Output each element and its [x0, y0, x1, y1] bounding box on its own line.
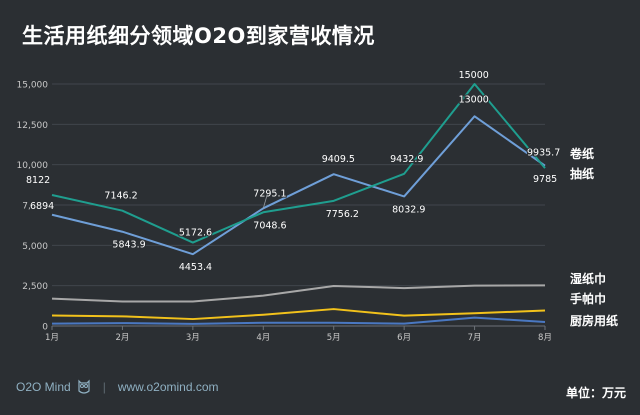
x-tick-label: 1月	[45, 333, 59, 343]
data-label: 8122	[26, 175, 50, 186]
data-label: 7295.1	[253, 188, 286, 199]
x-axis-ticks: 1月 2月 3月 4月 5月 6月 7月 8月	[45, 326, 552, 343]
data-label: 5843.9	[112, 240, 145, 251]
x-tick-label: 4月	[256, 333, 270, 343]
x-tick-label: 5月	[327, 333, 341, 343]
data-label: 5172.6	[179, 228, 212, 239]
y-tick-label: 15,000	[17, 81, 49, 91]
legend-item-湿纸巾: 湿纸巾	[570, 271, 606, 286]
y-axis-ticks: 0 2,500 5,000 7,500 10,000 12,500 15,000	[17, 81, 49, 333]
y-tick-label: 7,500	[22, 202, 48, 212]
y-tick-label: 0	[42, 323, 48, 333]
unit-label: 单位：万元	[566, 386, 627, 400]
series-line-厨房用纸	[51, 316, 546, 325]
series-line-手帕巾	[51, 308, 546, 321]
y-tick-label: 12,500	[17, 121, 49, 131]
series-lines	[51, 83, 546, 325]
brand-separator: |	[102, 379, 106, 394]
grid-lines	[52, 83, 545, 327]
data-labels: 8122 7146.2 5172.6 7048.6 7756.2 9432.9 15000 9…	[25, 69, 561, 274]
legend-item-卷纸: 卷纸	[569, 146, 594, 161]
data-label: 9432.9	[390, 154, 423, 165]
data-label: 6894	[30, 201, 54, 212]
x-tick-label: 7月	[468, 333, 482, 343]
data-label: 7048.6	[253, 220, 286, 231]
legend-item-手帕巾: 手帕巾	[570, 291, 606, 306]
x-tick-label: 2月	[115, 333, 129, 343]
series-line-卷纸	[51, 83, 546, 244]
data-label: 7756.2	[326, 209, 359, 220]
series-line-湿纸巾	[51, 284, 546, 303]
brand-url: www.o2omind.com	[117, 379, 219, 394]
series-line-抽纸	[51, 115, 546, 256]
y-tick-label: 10,000	[17, 161, 49, 171]
x-tick-label: 6月	[397, 333, 411, 343]
data-label: 9935.7	[527, 148, 560, 159]
data-label: 13000	[459, 94, 489, 105]
data-label: 4453.4	[179, 262, 212, 273]
x-tick-label: 3月	[186, 333, 200, 343]
data-label: 9785	[533, 174, 557, 185]
data-label: 7146.2	[104, 191, 137, 202]
data-label: 15000	[459, 70, 489, 81]
chart-title: 生活用纸细分领域O2O到家营收情况	[22, 24, 375, 48]
brand-footer: O2O Mind | www.o2omind.com	[16, 379, 219, 394]
legend-item-厨房用纸: 厨房用纸	[570, 313, 618, 328]
leader-line	[262, 194, 268, 209]
y-tick-label: 5,000	[22, 242, 48, 252]
y-tick-label: 2,500	[22, 282, 48, 292]
owl-logo-icon	[78, 379, 90, 394]
x-tick-label: 8月	[538, 333, 552, 343]
data-label: 8032.9	[392, 204, 425, 215]
legend-item-抽纸: 抽纸	[570, 166, 594, 181]
data-label: 9409.5	[322, 154, 355, 165]
brand-name: O2O Mind	[16, 379, 71, 394]
